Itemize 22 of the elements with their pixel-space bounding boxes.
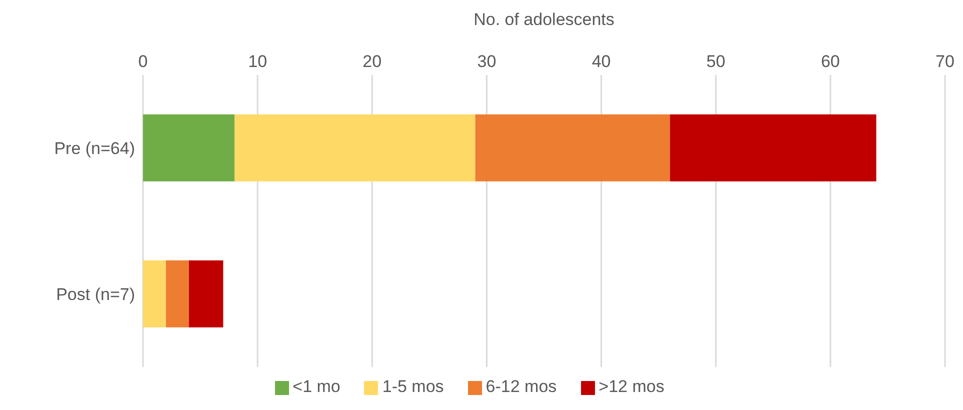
y-tick-label: Post (n=7) <box>56 285 135 304</box>
x-tick-label: 30 <box>477 52 496 71</box>
y-tick-label: Pre (n=64) <box>54 139 135 158</box>
x-tick-label: 50 <box>706 52 726 71</box>
bar <box>475 114 670 182</box>
bar <box>670 114 876 182</box>
legend-label: >12 mos <box>598 377 664 396</box>
bar <box>143 260 166 328</box>
legend-label: <1 mo <box>292 377 340 396</box>
x-tick-label: 40 <box>592 52 611 71</box>
bar <box>234 114 476 182</box>
bar <box>166 260 189 328</box>
x-tick-label: 20 <box>362 52 382 71</box>
x-tick-label: 10 <box>248 52 268 71</box>
legend-label: 1-5 mos <box>382 377 444 396</box>
x-tick-label: 0 <box>138 52 148 71</box>
bar <box>188 260 224 328</box>
legend-label: 6-12 mos <box>486 377 557 396</box>
x-tick-label: 60 <box>820 52 840 71</box>
x-tick-label: 70 <box>936 52 954 71</box>
bar <box>143 114 235 182</box>
x-axis-title: No. of adolescents <box>474 10 614 30</box>
